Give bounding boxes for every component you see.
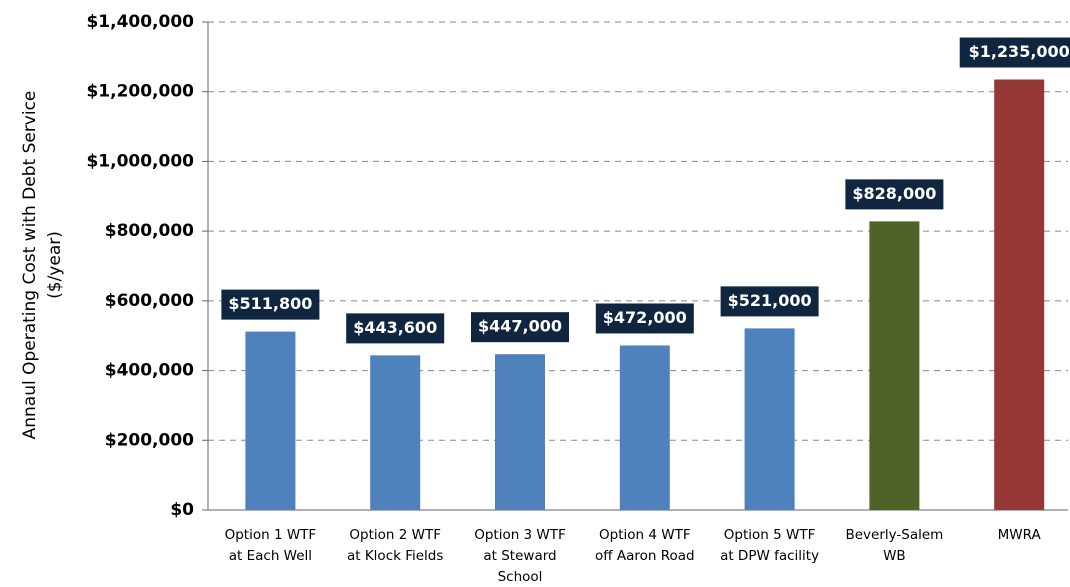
bar	[245, 331, 296, 510]
y-tick-label: $800,000	[105, 221, 194, 241]
data-label: $511,800	[228, 294, 312, 313]
bar	[744, 328, 795, 510]
x-tick-label: Option 4 WTF	[599, 527, 691, 543]
x-tick-label: off Aaron Road	[595, 548, 695, 564]
y-tick-label: $400,000	[105, 361, 194, 381]
data-label: $472,000	[603, 308, 687, 327]
data-label-box	[221, 289, 320, 320]
data-label: $828,000	[852, 184, 936, 203]
data-label-box	[346, 313, 445, 344]
data-label-box	[959, 37, 1070, 68]
y-tick-label: $1,000,000	[86, 151, 194, 171]
bar	[619, 345, 670, 510]
x-tick-label: Beverly-Salem	[845, 527, 943, 543]
x-tick-label: at DPW facility	[720, 548, 819, 564]
data-label: $447,000	[478, 317, 562, 336]
x-tick-label: Option 2 WTF	[349, 527, 441, 543]
bar	[869, 221, 920, 510]
data-label-box	[595, 303, 694, 334]
x-tick-label: MWRA	[998, 527, 1042, 543]
x-tick-label: Option 5 WTF	[724, 527, 816, 543]
y-axis-label: Annaul Operating Cost with Debt Service	[20, 91, 40, 440]
x-tick-label: Option 3 WTF	[474, 527, 566, 543]
data-label: $443,600	[353, 318, 437, 337]
x-tick-label: School	[498, 569, 543, 585]
data-label: $521,000	[728, 291, 812, 310]
y-axis-label: ($/year)	[45, 231, 65, 299]
y-tick-label: $200,000	[105, 430, 194, 450]
x-tick-label: at Klock Fields	[347, 548, 443, 564]
data-label-box	[471, 312, 569, 343]
bar	[495, 354, 545, 510]
y-tick-label: $1,400,000	[86, 12, 194, 32]
x-tick-label: Option 1 WTF	[225, 527, 317, 543]
y-tick-label: $0	[170, 500, 194, 520]
bar	[994, 79, 1045, 510]
bar	[370, 355, 421, 510]
data-label-box	[720, 286, 819, 317]
x-tick-label: WB	[883, 548, 906, 564]
x-tick-label: at Each Well	[229, 548, 312, 564]
x-tick-label: at Steward	[483, 548, 556, 564]
y-tick-label: $600,000	[105, 291, 194, 311]
data-label: $1,235,000	[969, 42, 1070, 61]
data-label-box	[845, 179, 944, 210]
y-tick-label: $1,200,000	[86, 82, 194, 102]
